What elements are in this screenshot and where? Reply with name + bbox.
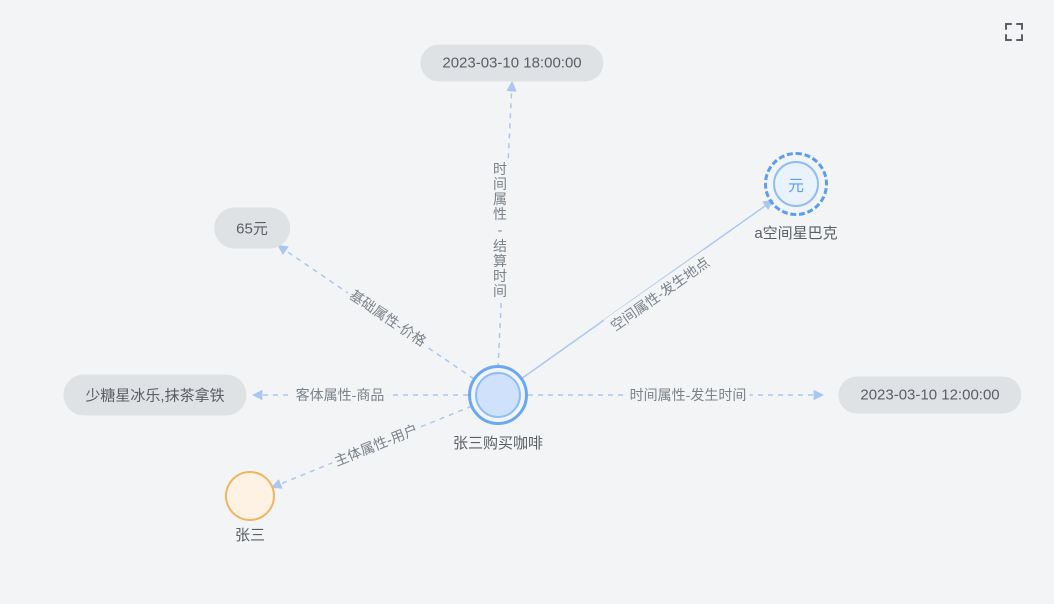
center-node-label: 张三购买咖啡 (453, 432, 543, 453)
edge-label-occur-time: 时间属性-发生时间 (627, 384, 750, 406)
expand-icon (1004, 22, 1024, 42)
node-user-label: 张三 (235, 524, 265, 545)
node-location[interactable]: 元 (773, 161, 819, 207)
edge-label-product: 客体属性-商品 (293, 384, 388, 406)
fullscreen-button[interactable] (1004, 22, 1028, 46)
edge-label-settle-time: 时间属性-结算时间 (487, 161, 513, 300)
node-settle-time[interactable]: 2023-03-10 18:00:00 (420, 45, 603, 82)
node-product[interactable]: 少糖星冰乐,抹茶拿铁 (63, 375, 246, 416)
node-location-inner-text: 元 (788, 172, 804, 196)
edges-layer (0, 0, 1054, 604)
node-price[interactable]: 65元 (214, 208, 290, 249)
center-node[interactable] (475, 372, 521, 418)
node-occur-time[interactable]: 2023-03-10 12:00:00 (838, 377, 1021, 414)
node-location-label: a空间星巴克 (754, 222, 837, 243)
graph-canvas: 时间属性-结算时间 基础属性-价格 客体属性-商品 主体属性-用户 空间属性-发… (0, 0, 1054, 604)
node-user[interactable] (225, 471, 275, 521)
